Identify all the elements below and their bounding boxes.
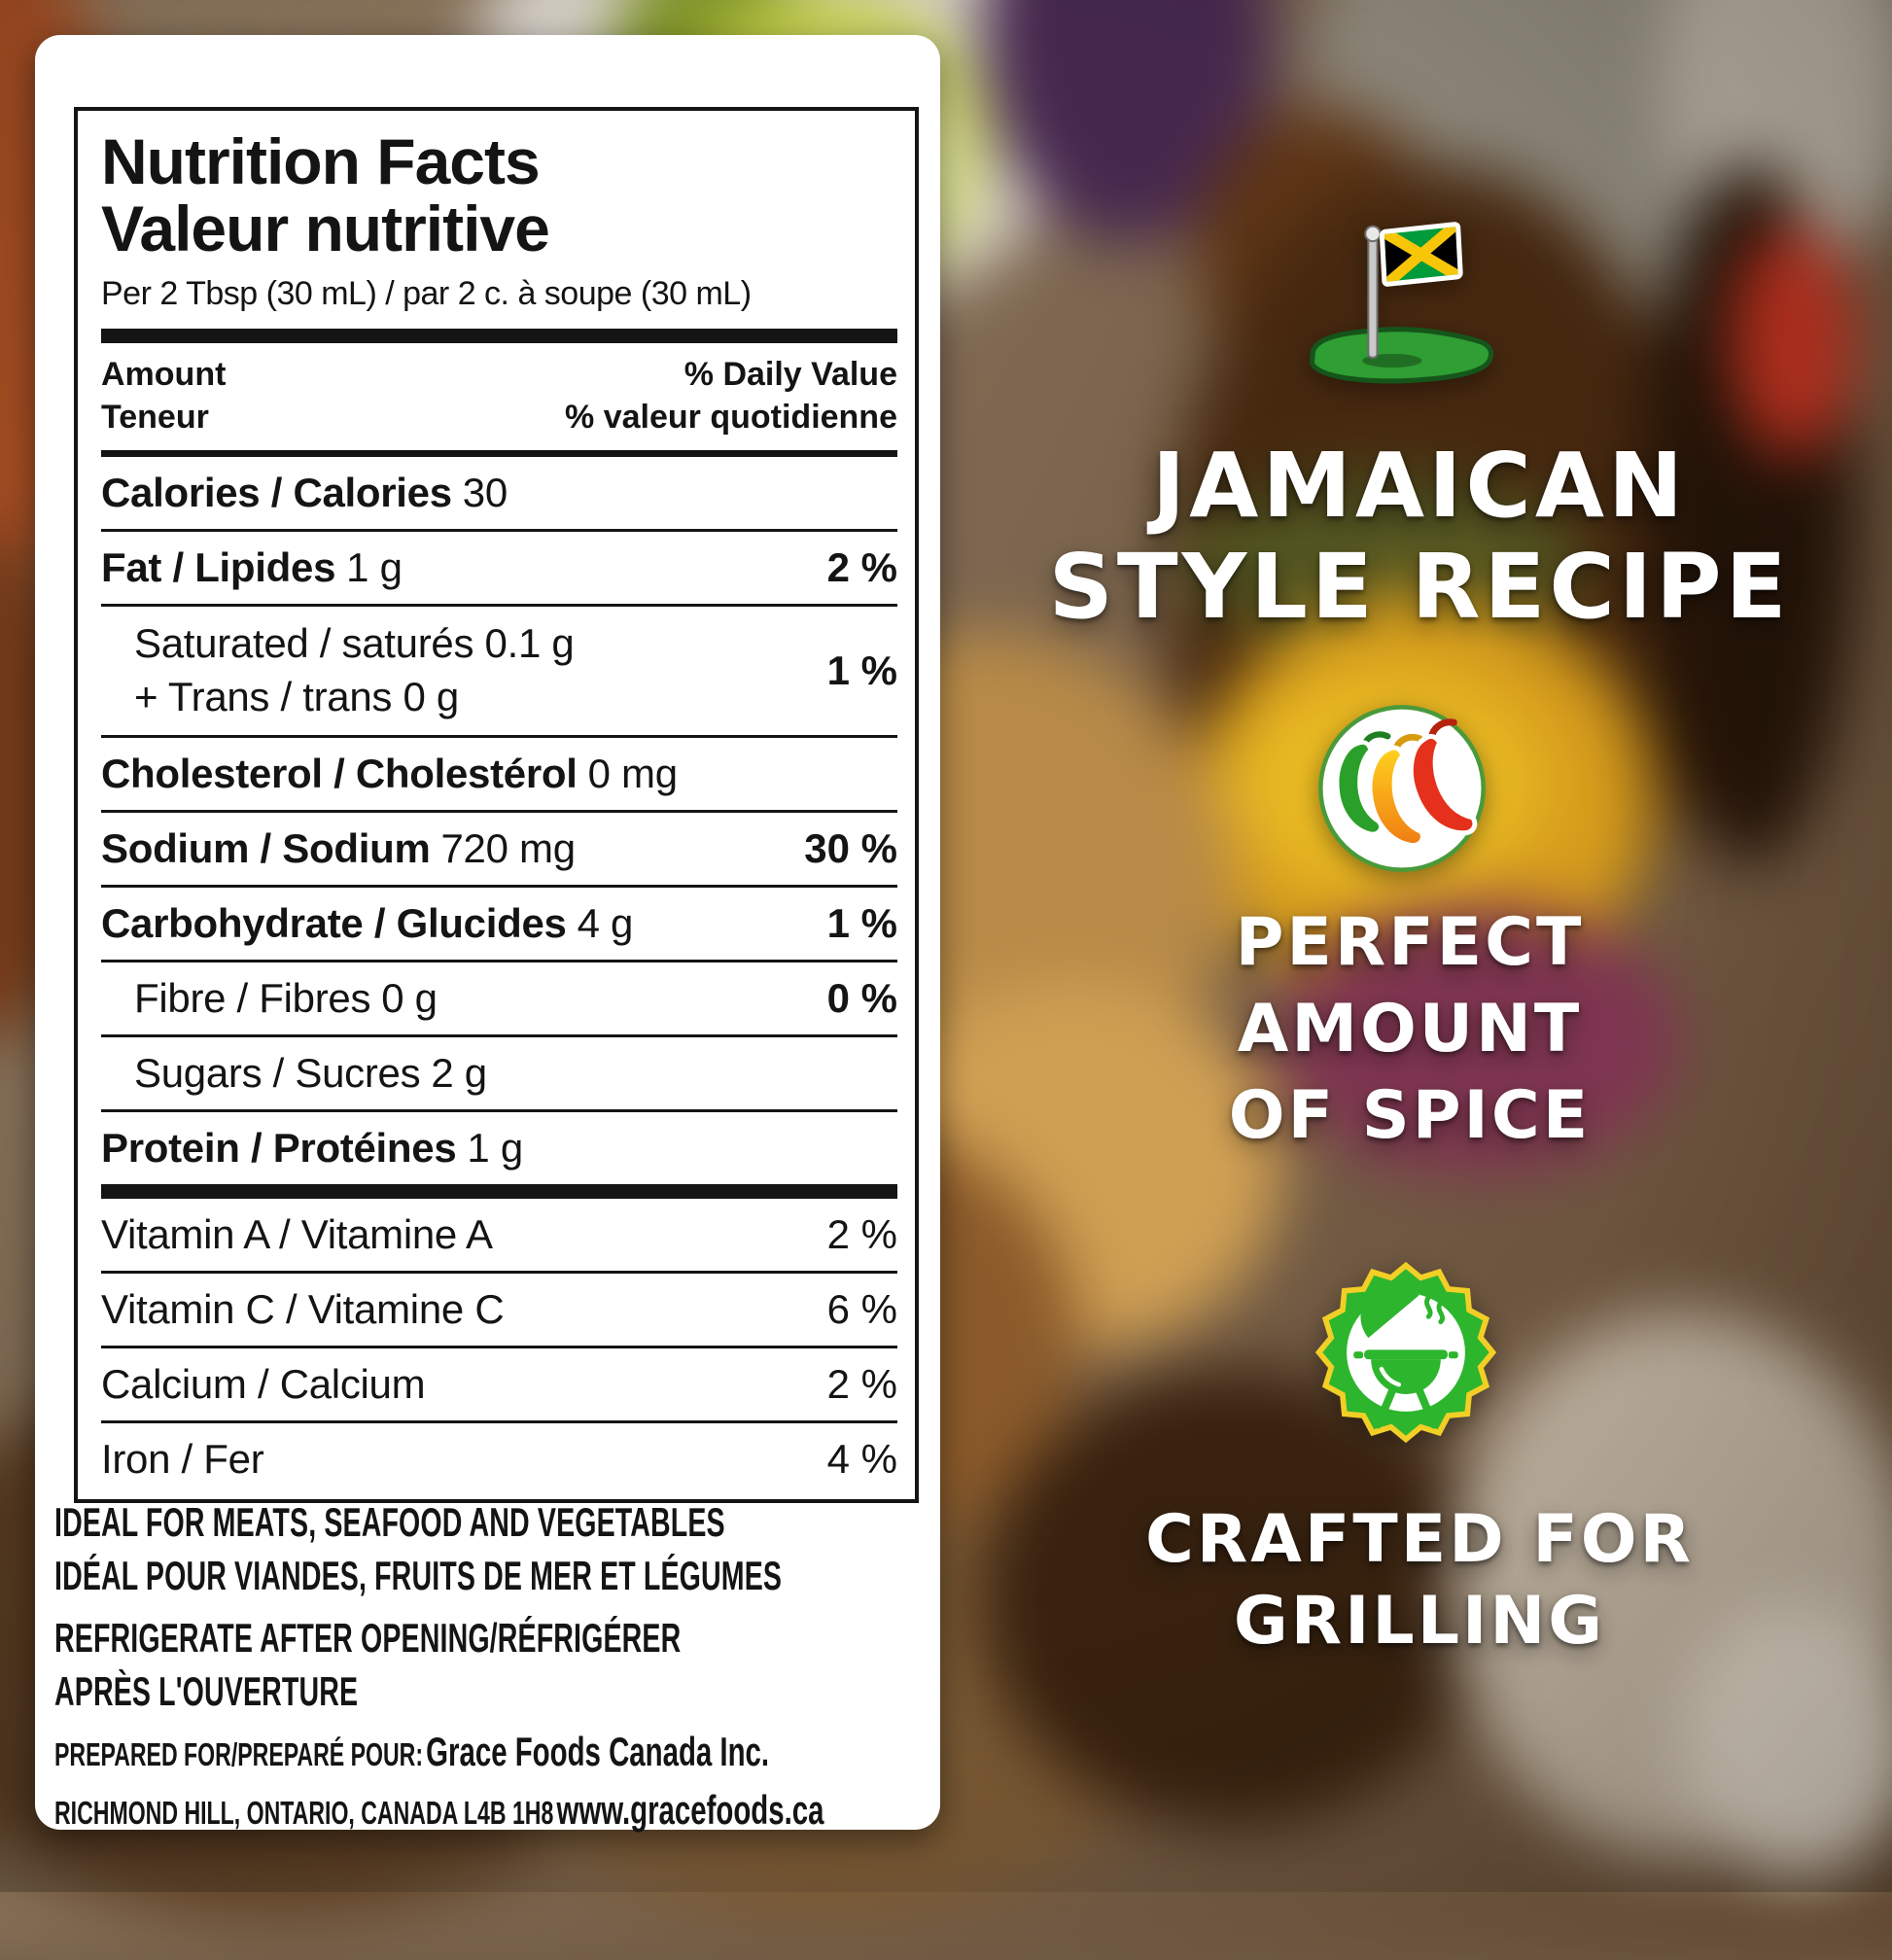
photo-color-blob [1274,904,1682,1176]
jamaica-island-flag-icon [1309,222,1494,384]
kettle-grill-glyph [1353,1283,1458,1429]
website-url: www.gracefoods.ca [556,1787,824,1833]
row-fibre: Fibre / Fibres 0 g 0 % [101,959,897,1034]
footer-refrigerate-1: REFRIGERATE AFTER OPENING/RÉFRIGÉRER [54,1615,682,1661]
serving-size: Per 2 Tbsp (30 mL) / par 2 c. à soupe (3… [101,274,752,312]
row-fat: Fat / Lipides 1 g 2 % [101,528,897,604]
bbq-grill-badge-icon [1314,1261,1497,1444]
header-daily-value-fr: % valeur quotidienne [565,398,897,436]
row-calcium: Calcium / Calcium 2 % [101,1345,897,1420]
row-vitamin-a: Vitamin A / Vitamine A 2 % [101,1210,897,1257]
thick-divider [101,328,897,343]
footer-prepared-for: PREPARED FOR/PREPARÉ POUR: Grace Foods C… [54,1729,770,1774]
chili-peppers-icon [1318,705,1486,872]
yellow-chili [1367,734,1425,848]
jamaica-flag [1379,222,1463,287]
photo-color-blob [982,1371,1488,1828]
photo-color-blob [1731,224,1857,457]
header-daily-value-en: % Daily Value [683,355,897,393]
nutrition-facts-table: Nutrition Facts Valeur nutritive Per 2 T… [74,107,919,1503]
thick-divider [101,1183,897,1199]
footer-ideal-fr: IDÉAL POUR VIANDES, FRUITS DE MER ET LÉG… [54,1553,783,1598]
footer-address: RICHMOND HILL, ONTARIO, CANADA L4B 1H8 w… [54,1787,824,1833]
feature-jamaican-style-recipe: JAMAICAN STYLE RECIPE [1011,436,1828,638]
feature-text-line: GRILLING [1233,1583,1606,1660]
label-title-fr: Valeur nutritive [101,192,550,265]
red-chili [1408,718,1478,836]
table-header: Amount Teneur % Daily Value % valeur quo… [101,343,897,450]
feature-text-line: JAMAICAN [1151,434,1688,538]
nutrition-facts-label: Nutrition Facts Valeur nutritive Per 2 T… [35,35,940,1833]
row-sodium: Sodium / Sodium 720 mg 30 % [101,809,897,885]
label-title-en: Nutrition Facts [101,125,541,197]
photo-color-blob [1682,1604,1892,1876]
medium-divider [101,449,897,457]
feature-text-line: CRAFTED FOR [1145,1501,1694,1578]
feature-perfect-amount-of-spice: PERFECT AMOUNT OF SPICE [1021,899,1799,1159]
feature-text-line: AMOUNT [1237,991,1583,1068]
row-protein: Protein / Protéines 1 g [101,1108,897,1184]
feature-text-line: OF SPICE [1228,1077,1592,1154]
row-sugars: Sugars / Sucres 2 g [101,1033,897,1109]
row-calories: Calories / Calories 30 [101,469,508,515]
company-name: Grace Foods Canada Inc. [426,1729,770,1774]
row-carbohydrate: Carbohydrate / Glucides 4 g 1 % [101,884,897,960]
header-amount-en: Amount [101,355,227,393]
row-vitamin-c: Vitamin C / Vitamine C 6 % [101,1270,897,1346]
feature-crafted-for-grilling: CRAFTED FOR GRILLING [1021,1499,1818,1662]
row-cholesterol: Cholesterol / Cholestérol 0 mg [101,734,897,810]
row-iron: Iron / Fer 4 % [101,1419,897,1495]
label-footer: IDEAL FOR MEATS, SEAFOOD AND VEGETABLES … [54,1495,929,1844]
footer-ideal-en: IDEAL FOR MEATS, SEAFOOD AND VEGETABLES [54,1499,725,1545]
header-amount-fr: Teneur [101,398,209,436]
feature-text-line: PERFECT [1235,904,1585,981]
feature-text-line: STYLE RECIPE [1048,535,1791,639]
footer-refrigerate-2: APRÈS L'OUVERTURE [54,1668,359,1714]
row-saturated-trans: Saturated / saturés 0.1 g + Trans / tran… [101,603,897,735]
